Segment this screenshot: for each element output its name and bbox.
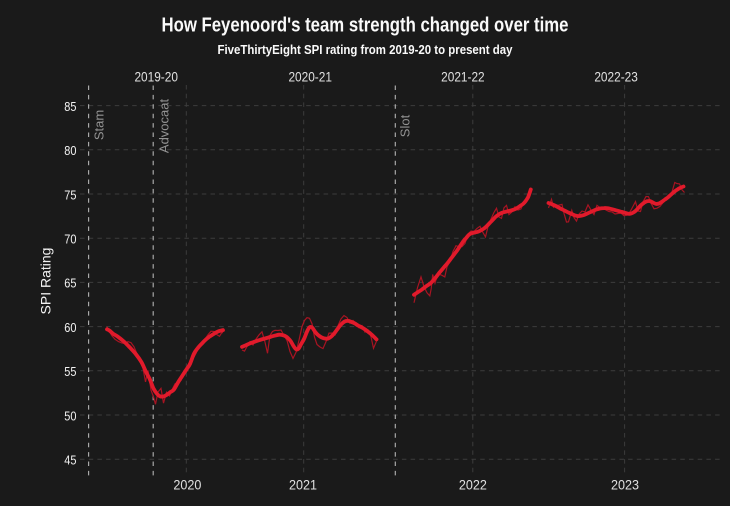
- svg-text:Slot: Slot: [398, 114, 413, 137]
- svg-text:70: 70: [64, 232, 76, 247]
- svg-text:85: 85: [64, 99, 76, 114]
- svg-text:2020-21: 2020-21: [288, 69, 332, 84]
- svg-text:How Feyenoord's team strength: How Feyenoord's team strength changed ov…: [162, 14, 569, 37]
- svg-text:75: 75: [64, 187, 76, 202]
- svg-text:2020: 2020: [173, 478, 201, 493]
- svg-text:FiveThirtyEight SPI rating fro: FiveThirtyEight SPI rating from 2019-20 …: [218, 43, 513, 57]
- svg-text:2022-23: 2022-23: [594, 69, 638, 84]
- svg-text:65: 65: [64, 276, 76, 291]
- svg-text:60: 60: [64, 320, 76, 335]
- svg-text:80: 80: [64, 143, 76, 158]
- svg-text:2021-22: 2021-22: [441, 69, 485, 84]
- svg-text:50: 50: [64, 408, 76, 423]
- svg-text:SPI Rating: SPI Rating: [38, 248, 54, 315]
- svg-text:2019-20: 2019-20: [134, 69, 178, 84]
- svg-text:Advocaat: Advocaat: [157, 99, 172, 154]
- svg-text:Stam: Stam: [92, 110, 107, 140]
- svg-text:55: 55: [64, 364, 76, 379]
- svg-text:2022: 2022: [459, 478, 487, 493]
- svg-text:2021: 2021: [289, 478, 317, 493]
- svg-text:2023: 2023: [611, 478, 639, 493]
- svg-text:45: 45: [64, 453, 76, 468]
